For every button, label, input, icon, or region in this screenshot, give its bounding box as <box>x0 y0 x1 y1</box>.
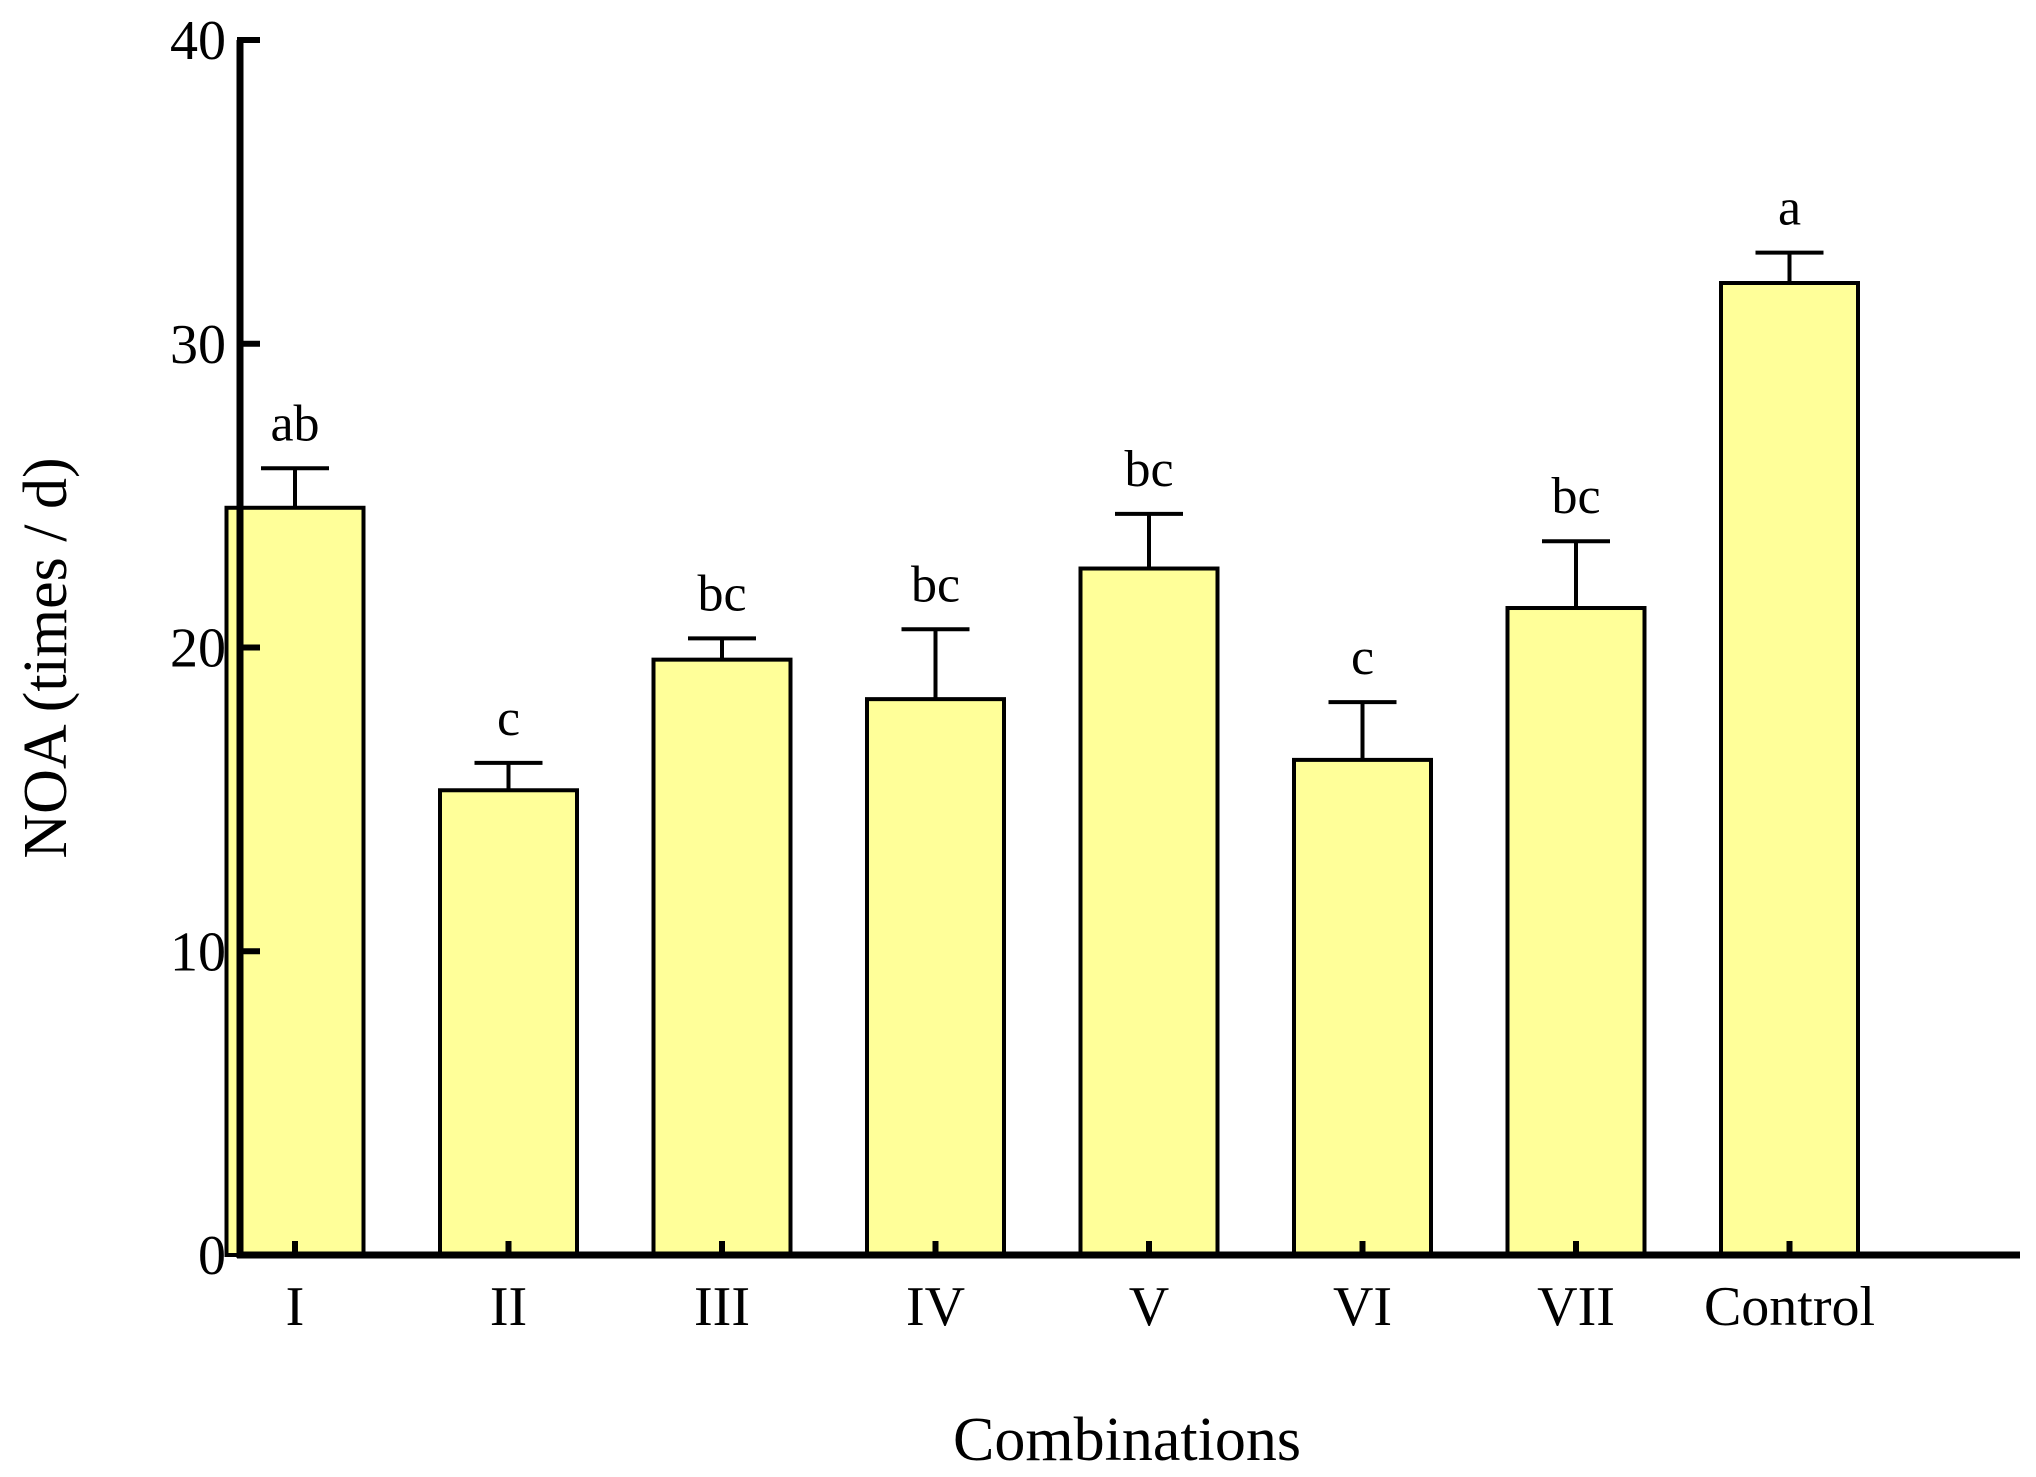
significance-label-3: bc <box>697 565 746 622</box>
x-axis-title: Combinations <box>953 1406 1301 1472</box>
significance-labels-layer: ab c bc bc bc c bc a <box>270 180 1801 747</box>
significance-label-4: bc <box>911 556 960 613</box>
bars-layer <box>224 281 1860 1257</box>
significance-label-5: bc <box>1124 441 1173 498</box>
bar-5 <box>1078 566 1220 1257</box>
significance-label-7: bc <box>1551 468 1600 525</box>
x-tick-label-4: IV <box>906 1276 965 1338</box>
error-bars-layer <box>261 250 1824 791</box>
bar-7 <box>1505 606 1647 1257</box>
x-ticks-layer: I II III IV V VI VII Control <box>286 1241 1875 1338</box>
bar-4 <box>865 697 1006 1257</box>
x-tick-label-3: III <box>694 1276 750 1338</box>
y-tick-label-2: 10 <box>170 921 226 983</box>
y-axis-title: NOA (times / d) <box>12 457 80 858</box>
y-tick-label-1: 0 <box>198 1225 226 1287</box>
x-tick-label-8: Control <box>1704 1276 1875 1338</box>
bar-3 <box>651 657 793 1257</box>
bar-8 <box>1719 281 1860 1257</box>
x-tick-label-5: V <box>1129 1276 1169 1338</box>
significance-label-1: ab <box>270 395 319 452</box>
x-tick-label-6: VI <box>1333 1276 1392 1338</box>
bar-2 <box>438 788 579 1257</box>
x-tick-label-1: I <box>286 1276 305 1338</box>
x-tick-label-2: II <box>490 1276 527 1338</box>
significance-label-2: c <box>497 690 520 747</box>
y-ticks-layer: 0 10 20 30 40 <box>170 10 260 1287</box>
bar-1 <box>224 505 366 1257</box>
bar-6 <box>1292 757 1433 1257</box>
significance-label-6: c <box>1351 629 1374 686</box>
y-tick-label-4: 30 <box>170 314 226 376</box>
y-tick-label-5: 40 <box>170 10 226 72</box>
significance-label-8: a <box>1778 180 1801 237</box>
x-tick-label-7: VII <box>1537 1276 1615 1338</box>
y-tick-label-3: 20 <box>170 618 226 680</box>
